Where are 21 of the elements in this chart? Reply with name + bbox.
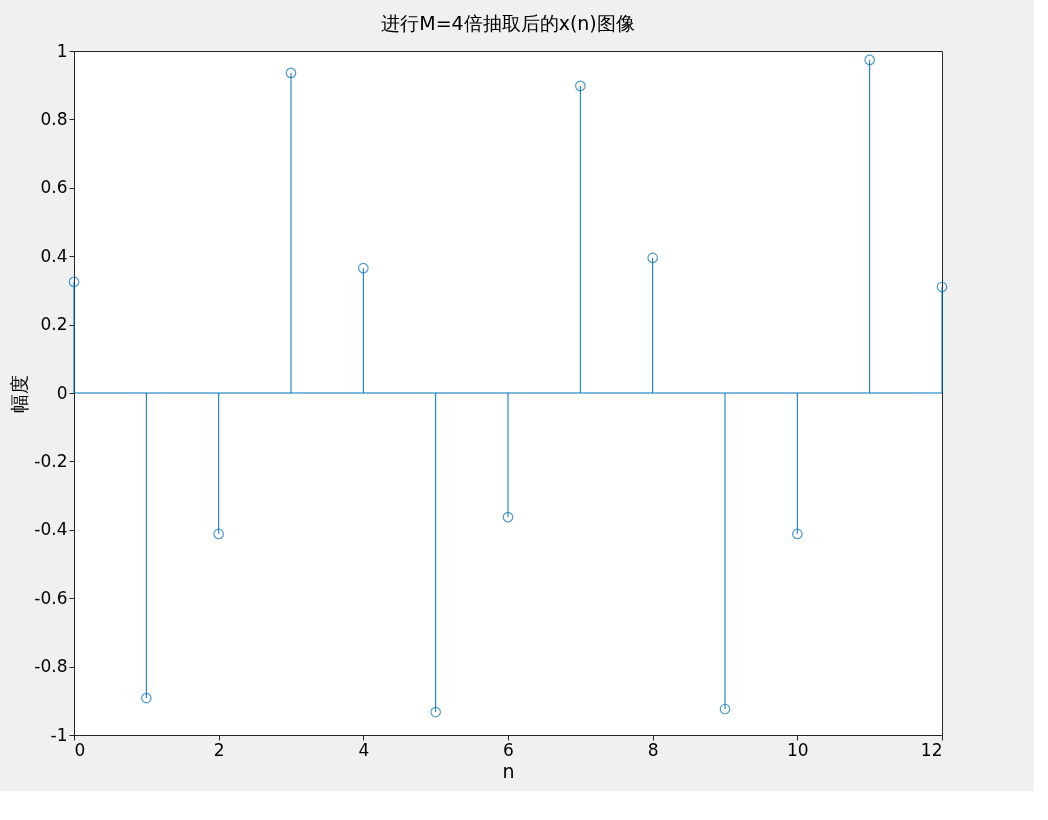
y-tick-label: -0.6 [34,587,68,608]
y-tick-label: 0.4 [40,245,68,266]
x-tick-label: 4 [358,739,370,760]
x-tick-label: 6 [503,739,514,760]
y-tick-label: 0.8 [40,108,68,129]
x-tick-label: 8 [647,739,659,760]
x-tick-label: 2 [213,739,225,760]
x-tick-label: 0 [74,739,86,760]
x-axis-title: n [502,759,515,782]
x-tick-label: 10 [787,739,809,760]
y-tick-label: -0.8 [34,656,68,677]
y-tick-label: -0.2 [34,450,68,471]
y-tick-label: 0 [56,382,68,403]
y-tick-label: 1 [56,40,68,61]
chart-title: 进行M=4倍抽取后的x(n)图像 [381,12,635,34]
x-tick-label: 12 [920,739,943,760]
y-tick-label: -1 [50,724,68,745]
y-axis-title: 幅度 [8,374,31,413]
y-tick-label: 0.6 [40,177,68,198]
y-tick-label: -0.4 [34,519,68,540]
y-tick-label: 0.2 [40,314,68,335]
